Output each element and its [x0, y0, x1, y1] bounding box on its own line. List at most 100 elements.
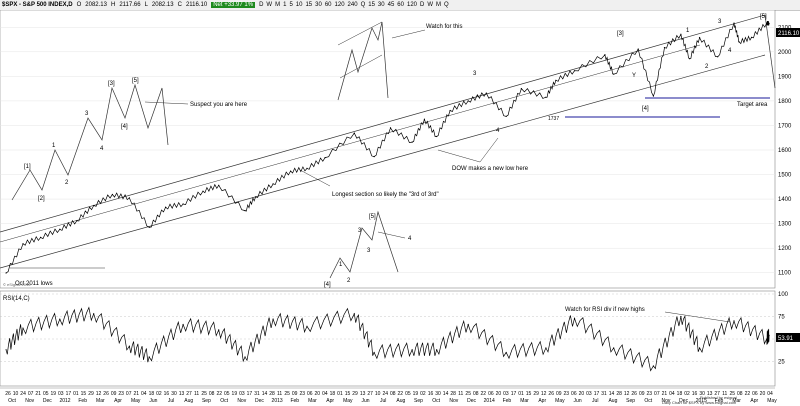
x-day-tick-label: 09 [111, 391, 117, 397]
annotation-longest-section: Longest section so likely the "3rd of 3r… [332, 192, 439, 198]
x-day-tick-label: 15 [81, 391, 87, 397]
price-point [436, 135, 438, 138]
x-day-tick-label: 10 [13, 391, 19, 397]
price-point [604, 54, 606, 56]
timeframe-button[interactable]: 45 [387, 2, 395, 8]
timeframe-button[interactable]: Q [444, 2, 449, 8]
rsi-point [467, 324, 469, 326]
timeframe-button[interactable]: 240 [347, 2, 358, 8]
price-tick-label: 1800 [778, 99, 792, 105]
timeframe-button[interactable]: D [259, 2, 264, 8]
timeframe-button[interactable]: D [420, 2, 425, 8]
x-day-tick-label: 06 [571, 391, 577, 397]
x-month-tick-label: Apr [538, 398, 546, 404]
timeframe-button[interactable]: M [436, 2, 442, 8]
timeframe-button[interactable]: 5 [289, 2, 293, 8]
x-month-tick-label: Jun [574, 398, 582, 404]
x-day-tick-label: 12 [541, 391, 547, 397]
rsi-tick-label: 25 [778, 360, 785, 366]
timeframe-button[interactable]: W [266, 2, 273, 8]
x-month-tick-label: Nov [25, 398, 34, 404]
x-month-tick-label: Dec [43, 398, 52, 404]
wave-label: [4] [121, 124, 128, 130]
x-month-tick-label: Apr [114, 398, 122, 404]
x-day-tick-label: 25 [465, 391, 471, 397]
x-day-tick-label: 18 [149, 391, 155, 397]
price-point [244, 210, 246, 212]
annotation-suspect-bottom: 4 [408, 236, 412, 242]
timeframe-button[interactable]: 30 [377, 2, 385, 8]
x-month-tick-label: 2013 [272, 398, 283, 404]
rsi-point [148, 356, 150, 358]
timeframe-button[interactable]: 1 [283, 2, 287, 8]
timeframe-button[interactable]: 60 [324, 2, 332, 8]
x-month-tick-label: Feb [503, 398, 512, 404]
x-day-tick-label: 15 [345, 391, 351, 397]
x-day-tick-label: 30 [171, 391, 177, 397]
rsi-point [768, 334, 770, 336]
open-value: 2082.13 [85, 2, 107, 8]
price-tick-label: 1500 [778, 173, 792, 179]
x-day-tick-label: 31 [601, 391, 607, 397]
wave-label: 1 [52, 143, 56, 149]
annotation-suspect-top: Suspect you are here [190, 102, 248, 108]
timeframe-button[interactable]: 15 [305, 2, 313, 8]
x-month-tick-label: May [131, 398, 141, 404]
x-day-tick-label: 07 [654, 391, 660, 397]
rsi-point [766, 338, 768, 340]
x-day-tick-label: 29 [533, 391, 539, 397]
price-point [750, 36, 753, 38]
x-day-tick-label: 11 [458, 391, 463, 397]
sketch-left-wave [11, 83, 169, 201]
timeframe-button[interactable]: 30 [315, 2, 322, 8]
price-gridlines [0, 27, 775, 273]
x-month-tick-label: Aug [184, 398, 193, 404]
rsi-point [5, 349, 7, 351]
rsi-point [652, 365, 655, 367]
x-day-tick-label: 28 [450, 391, 456, 397]
wave-label: 3 [85, 111, 89, 117]
chart-canvas[interactable]: 2100200019001800170016001500140013001200… [0, 10, 800, 406]
price-point [467, 100, 469, 102]
timeframe-button[interactable]: 10 [295, 2, 303, 8]
timeframe-button[interactable]: W [427, 2, 434, 8]
x-day-tick-label: 29 [88, 391, 94, 397]
x-day-tick-label: 04 [141, 391, 147, 397]
x-month-tick-label: Jun [149, 398, 157, 404]
x-day-tick-label: 17 [66, 391, 72, 397]
wave-label: 4 [496, 128, 500, 134]
x-month-tick-label: Mar [96, 398, 105, 404]
x-day-tick-label: 02 [420, 391, 426, 397]
x-day-tick-label: 15 [526, 391, 532, 397]
timeframe-button[interactable]: M [275, 2, 281, 8]
timeframe-button[interactable]: 120 [334, 2, 345, 8]
price-point [423, 118, 425, 120]
wave-label: 3 [473, 71, 477, 77]
timeframe-button[interactable]: 120 [406, 2, 417, 8]
timeframe-buttons[interactable]: D W M 1 5 10 15 30 60 120 240 Q 15 30 45 60 120 D W M Q [259, 2, 452, 8]
price-point [411, 141, 413, 143]
x-day-tick-label: 17 [594, 391, 600, 397]
x-month-tick-label: Nov [449, 398, 458, 404]
wave-label: [4] [642, 106, 649, 112]
footer-published: Published by esignal [700, 395, 737, 400]
channel-upper-line [0, 14, 766, 233]
wave-label: [3] [108, 81, 115, 87]
close-value: 2116.10 [185, 2, 208, 8]
price-tick-label: 1200 [778, 246, 792, 252]
x-day-tick-label: 26 [5, 391, 11, 397]
wave-label: [4] [324, 282, 331, 288]
x-month-tick-label: Dec [679, 398, 688, 404]
timeframe-button[interactable]: 60 [397, 2, 404, 8]
rsi-panel-frame [0, 290, 776, 387]
x-day-tick-label: 25 [284, 391, 290, 397]
timeframe-button[interactable]: Q [360, 2, 366, 8]
sketch-channel-bottom [339, 54, 383, 79]
pointer-suspect-top [144, 101, 189, 105]
timeframe-button[interactable]: 15 [368, 2, 375, 8]
x-day-tick-label: 20 [496, 391, 502, 397]
price-tick-label: 2000 [778, 50, 792, 56]
wave-label: Y [632, 73, 636, 79]
x-day-tick-label: 06 [307, 391, 313, 397]
